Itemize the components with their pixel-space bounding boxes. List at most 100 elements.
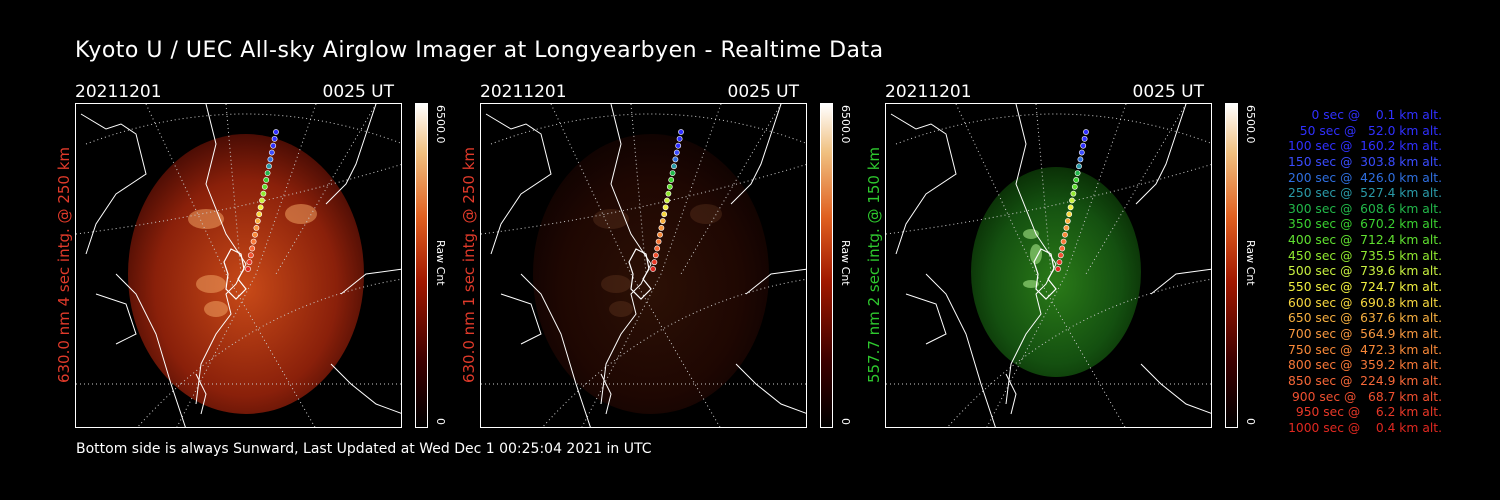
trajectory-dot [654, 245, 661, 252]
coastline [1140, 363, 1211, 414]
coastline [1135, 104, 1187, 205]
legend-row: 700 sec @ 564.9 km alt. [1284, 326, 1442, 341]
legend-row: 550 sec @ 724.7 km alt. [1284, 280, 1442, 295]
aurora-blob [609, 301, 633, 317]
trajectory-dot [245, 266, 251, 272]
trajectory-dot [263, 177, 270, 183]
geo-grid-line [1035, 104, 1052, 275]
panel-ylabel: 630.0 nm 4 sec intg. @ 250 km [55, 146, 73, 384]
trajectory-dot [259, 197, 265, 204]
trajectory-dot [1059, 245, 1066, 252]
legend-row: 50 sec @ 52.0 km alt. [1291, 123, 1442, 138]
allsky-image-panel [885, 103, 1212, 428]
trajectory-dot [1069, 197, 1075, 204]
colorbar-max-label: 6500.0 [434, 105, 447, 144]
legend-row: 750 sec @ 472.3 km alt. [1284, 342, 1442, 357]
trajectory-dot [1060, 238, 1067, 245]
legend-row: 400 sec @ 712.4 km alt. [1284, 233, 1442, 248]
colorbar [820, 103, 833, 428]
footer-status: Bottom side is always Sunward, Last Upda… [76, 441, 652, 457]
geo-grid-line [225, 104, 242, 275]
trajectory-dot [270, 142, 277, 149]
geo-grid-line [275, 104, 377, 275]
sky-image-disk [533, 134, 769, 414]
trajectory-dot [271, 135, 278, 142]
trajectory-dot [671, 163, 677, 170]
allsky-image-panel [75, 103, 402, 428]
trajectory-dot [1074, 170, 1081, 176]
coastline [325, 104, 377, 205]
trajectory-dot [261, 183, 268, 190]
trajectory-dot [661, 211, 668, 218]
trajectory-dot [1077, 156, 1084, 163]
legend-row: 450 sec @ 735.5 km alt. [1284, 248, 1442, 263]
panel-time: 0025 UT [322, 82, 395, 102]
legend-row: 1000 sec @ 0.4 km alt. [1288, 420, 1442, 435]
coastline [1005, 373, 1017, 415]
coastline [330, 363, 401, 414]
trajectory-dot [253, 225, 260, 231]
geo-grid-line [581, 104, 722, 427]
coastline [95, 293, 137, 345]
colorbar-unit-label: Raw Cnt [434, 240, 447, 286]
panel-date: 20211201 [885, 82, 972, 102]
trajectory-dot [1062, 231, 1068, 238]
trajectory-dot [254, 218, 261, 224]
trajectory-dot [252, 231, 258, 238]
trajectory-dot [273, 129, 279, 135]
coastline [905, 293, 947, 345]
coastline [925, 273, 996, 427]
aurora-blob [690, 204, 722, 224]
coastline [730, 104, 782, 205]
trajectory-dot [659, 218, 666, 224]
legend-row: 950 sec @ 6.2 km alt. [1291, 405, 1442, 420]
trajectory-dot [673, 149, 680, 156]
panel-date: 20211201 [75, 82, 162, 102]
trajectory-dot [675, 142, 682, 149]
legend-row: 200 sec @ 426.0 km alt. [1284, 170, 1442, 185]
colorbar-max-label: 6500.0 [839, 105, 852, 144]
svalbard-outline [1033, 248, 1057, 300]
trajectory-dot [1055, 266, 1061, 272]
trajectory-dot [1067, 204, 1074, 211]
legend-row: 850 sec @ 224.9 km alt. [1284, 373, 1442, 388]
trajectory-dot [257, 204, 264, 211]
colorbar [1225, 103, 1238, 428]
trajectory-dot [668, 177, 675, 183]
coastline [195, 104, 247, 405]
trajectory-dot [1083, 129, 1089, 135]
coastline [80, 113, 147, 255]
legend-row: 100 sec @ 160.2 km alt. [1284, 139, 1442, 154]
legend-row: 800 sec @ 359.2 km alt. [1284, 358, 1442, 373]
trajectory-dot [1070, 190, 1077, 197]
geo-grid-line [481, 164, 806, 235]
panel-time: 0025 UT [1132, 82, 1205, 102]
legend-row: 650 sec @ 637.6 km alt. [1284, 311, 1442, 326]
aurora-blob [204, 301, 228, 317]
coastline [340, 268, 401, 295]
trajectory-dot [658, 225, 665, 231]
geo-grid-line [176, 104, 317, 427]
geo-grid-line [1085, 104, 1187, 275]
geo-grid-line [680, 104, 782, 275]
sky-image-disk [971, 167, 1141, 377]
trajectory-dot [266, 163, 272, 170]
trajectory-dot [652, 252, 659, 259]
coastline [890, 113, 957, 255]
geo-grid-line [886, 164, 1211, 235]
aurora-blob [196, 275, 226, 293]
legend-row: 300 sec @ 608.6 km alt. [1284, 201, 1442, 216]
aurora-blob [285, 204, 317, 224]
colorbar-max-label: 6500.0 [1244, 105, 1257, 144]
aurora-blob [593, 209, 629, 229]
geo-grid-line [630, 104, 647, 275]
trajectory-dot [665, 190, 672, 197]
trajectory-dot [264, 170, 271, 176]
trajectory-dot [250, 238, 257, 245]
panel-time: 0025 UT [727, 82, 800, 102]
trajectory-dot [1064, 218, 1071, 224]
geo-grid-line [986, 104, 1127, 427]
trajectory-dot [678, 129, 684, 135]
coastline [500, 293, 542, 345]
geo-grid-line [76, 164, 401, 235]
